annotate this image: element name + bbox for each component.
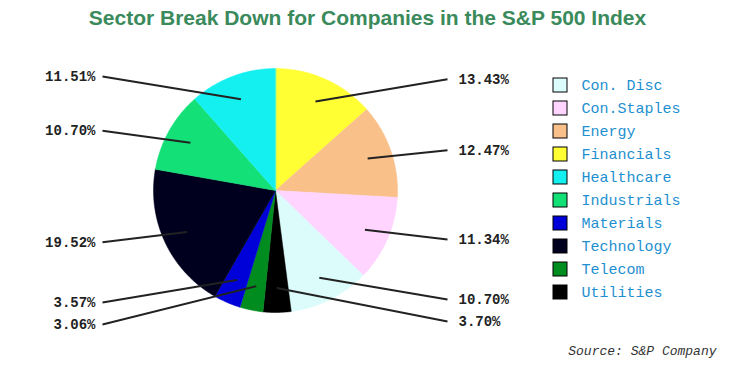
svg-text:Telecom: Telecom [582,262,645,279]
svg-text:Con. Disc: Con. Disc [582,78,663,95]
svg-text:Energy: Energy [582,124,636,141]
svg-text:3.06%: 3.06% [53,317,96,333]
svg-text:10.70%: 10.70% [459,292,510,308]
svg-text:Industrials: Industrials [582,193,681,210]
svg-text:Source: S&P Company: Source: S&P Company [568,344,717,359]
html-text:Sector Break Down for Companie: Sector Break Down for Companies in the S… [88,6,647,29]
svg-text:Healthcare: Healthcare [582,170,672,187]
svg-text:12.47%: 12.47% [459,143,510,159]
svg-text:11.34%: 11.34% [459,232,510,248]
svg-text:3.57%: 3.57% [53,295,96,311]
svg-text:19.52%: 19.52% [45,235,96,251]
svg-text:11.51%: 11.51% [45,69,96,85]
svg-text:10.70%: 10.70% [45,123,96,139]
svg-text:Utilities: Utilities [582,285,663,302]
svg-text:Financials: Financials [582,147,672,164]
svg-text:Technology: Technology [582,239,672,256]
svg-text:3.70%: 3.70% [459,314,502,330]
svg-text:13.43%: 13.43% [459,72,510,88]
svg-text:Con.Staples: Con.Staples [582,101,681,118]
svg-text:Materials: Materials [582,216,663,233]
